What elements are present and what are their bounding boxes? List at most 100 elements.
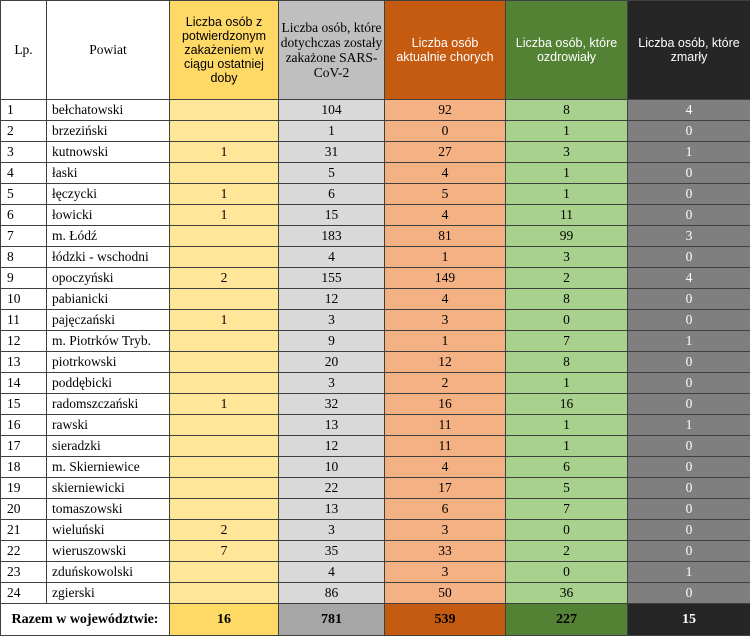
cell-lp: 14 bbox=[0, 372, 47, 394]
cell-recovered: 8 bbox=[505, 288, 628, 310]
totals-total: 781 bbox=[278, 603, 385, 636]
cell-deceased: 4 bbox=[627, 99, 750, 121]
cell-powiat: łaski bbox=[46, 162, 170, 184]
cell-active: 4 bbox=[384, 162, 506, 184]
table-row: 20 tomaszowski 13 6 7 0 bbox=[0, 498, 750, 520]
cell-deceased: 0 bbox=[627, 288, 750, 310]
cell-deceased: 0 bbox=[627, 456, 750, 478]
table-row: 1 bełchatowski 104 92 8 4 bbox=[0, 99, 750, 121]
cell-total-infected: 3 bbox=[278, 309, 385, 331]
cell-recovered: 3 bbox=[505, 141, 628, 163]
cell-recovered: 7 bbox=[505, 330, 628, 352]
cell-lp: 24 bbox=[0, 582, 47, 604]
table-row: 23 zduńskowolski 4 3 0 1 bbox=[0, 561, 750, 583]
cell-recovered: 8 bbox=[505, 99, 628, 121]
table-row: 12 m. Piotrków Tryb. 9 1 7 1 bbox=[0, 330, 750, 352]
cell-new-cases: 1 bbox=[169, 309, 279, 331]
table-row: 9 opoczyński 2 155 149 2 4 bbox=[0, 267, 750, 289]
cell-new-cases: 2 bbox=[169, 267, 279, 289]
cell-lp: 8 bbox=[0, 246, 47, 268]
cell-recovered: 0 bbox=[505, 519, 628, 541]
cell-recovered: 1 bbox=[505, 414, 628, 436]
cell-active: 0 bbox=[384, 120, 506, 142]
cell-recovered: 6 bbox=[505, 456, 628, 478]
cell-total-infected: 12 bbox=[278, 288, 385, 310]
cell-deceased: 0 bbox=[627, 309, 750, 331]
cell-recovered: 99 bbox=[505, 225, 628, 247]
cell-deceased: 0 bbox=[627, 246, 750, 268]
cell-lp: 19 bbox=[0, 477, 47, 499]
cell-total-infected: 31 bbox=[278, 141, 385, 163]
table-row: 24 zgierski 86 50 36 0 bbox=[0, 582, 750, 604]
cell-new-cases bbox=[169, 246, 279, 268]
cell-lp: 4 bbox=[0, 162, 47, 184]
table-body: 1 bełchatowski 104 92 8 4 2 brzeziński 1 0 1 0 3 kutn… bbox=[0, 99, 750, 604]
cell-deceased: 0 bbox=[627, 582, 750, 604]
cell-recovered: 5 bbox=[505, 477, 628, 499]
cell-new-cases bbox=[169, 582, 279, 604]
cell-powiat: sieradzki bbox=[46, 435, 170, 457]
cell-powiat: zduńskowolski bbox=[46, 561, 170, 583]
cell-powiat: łódzki - wschodni bbox=[46, 246, 170, 268]
cell-lp: 16 bbox=[0, 414, 47, 436]
cell-powiat: wieluński bbox=[46, 519, 170, 541]
cell-active: 17 bbox=[384, 477, 506, 499]
cell-lp: 7 bbox=[0, 225, 47, 247]
table-row: 7 m. Łódź 183 81 99 3 bbox=[0, 225, 750, 247]
cell-lp: 20 bbox=[0, 498, 47, 520]
header-active: Liczba osób aktualnie chorych bbox=[384, 0, 506, 100]
cell-lp: 15 bbox=[0, 393, 47, 415]
cell-powiat: bełchatowski bbox=[46, 99, 170, 121]
cell-active: 92 bbox=[384, 99, 506, 121]
table-row: 13 piotrkowski 20 12 8 0 bbox=[0, 351, 750, 373]
cell-total-infected: 10 bbox=[278, 456, 385, 478]
cell-active: 1 bbox=[384, 246, 506, 268]
cell-total-infected: 22 bbox=[278, 477, 385, 499]
cell-deceased: 0 bbox=[627, 372, 750, 394]
cell-powiat: wieruszowski bbox=[46, 540, 170, 562]
cell-total-infected: 3 bbox=[278, 372, 385, 394]
cell-recovered: 2 bbox=[505, 540, 628, 562]
cell-powiat: rawski bbox=[46, 414, 170, 436]
cell-active: 27 bbox=[384, 141, 506, 163]
cell-total-infected: 86 bbox=[278, 582, 385, 604]
cell-total-infected: 20 bbox=[278, 351, 385, 373]
cell-deceased: 0 bbox=[627, 498, 750, 520]
cell-new-cases bbox=[169, 477, 279, 499]
table-row: 19 skierniewicki 22 17 5 0 bbox=[0, 477, 750, 499]
cell-active: 4 bbox=[384, 288, 506, 310]
cell-deceased: 0 bbox=[627, 393, 750, 415]
header-total-infected: Liczba osób, które dotychczas zostały za… bbox=[278, 0, 385, 100]
totals-row: Razem w województwie: 16 781 539 227 15 bbox=[0, 603, 750, 636]
totals-deceased: 15 bbox=[627, 603, 750, 636]
cell-powiat: brzeziński bbox=[46, 120, 170, 142]
cell-new-cases: 2 bbox=[169, 519, 279, 541]
cell-active: 81 bbox=[384, 225, 506, 247]
cell-recovered: 0 bbox=[505, 309, 628, 331]
cell-lp: 12 bbox=[0, 330, 47, 352]
cell-new-cases bbox=[169, 456, 279, 478]
cell-total-infected: 9 bbox=[278, 330, 385, 352]
cell-active: 5 bbox=[384, 183, 506, 205]
cell-lp: 23 bbox=[0, 561, 47, 583]
cell-new-cases: 1 bbox=[169, 141, 279, 163]
table-row: 16 rawski 13 11 1 1 bbox=[0, 414, 750, 436]
cell-lp: 3 bbox=[0, 141, 47, 163]
table-row: 8 łódzki - wschodni 4 1 3 0 bbox=[0, 246, 750, 268]
cell-recovered: 3 bbox=[505, 246, 628, 268]
cell-new-cases bbox=[169, 225, 279, 247]
cell-total-infected: 15 bbox=[278, 204, 385, 226]
header-deceased: Liczba osób, które zmarły bbox=[627, 0, 750, 100]
cell-powiat: zgierski bbox=[46, 582, 170, 604]
cell-lp: 21 bbox=[0, 519, 47, 541]
cell-new-cases bbox=[169, 330, 279, 352]
cell-active: 3 bbox=[384, 561, 506, 583]
cell-recovered: 36 bbox=[505, 582, 628, 604]
cell-new-cases: 1 bbox=[169, 204, 279, 226]
table-row: 3 kutnowski 1 31 27 3 1 bbox=[0, 141, 750, 163]
cell-active: 33 bbox=[384, 540, 506, 562]
cell-total-infected: 183 bbox=[278, 225, 385, 247]
cell-deceased: 1 bbox=[627, 561, 750, 583]
cell-deceased: 1 bbox=[627, 330, 750, 352]
